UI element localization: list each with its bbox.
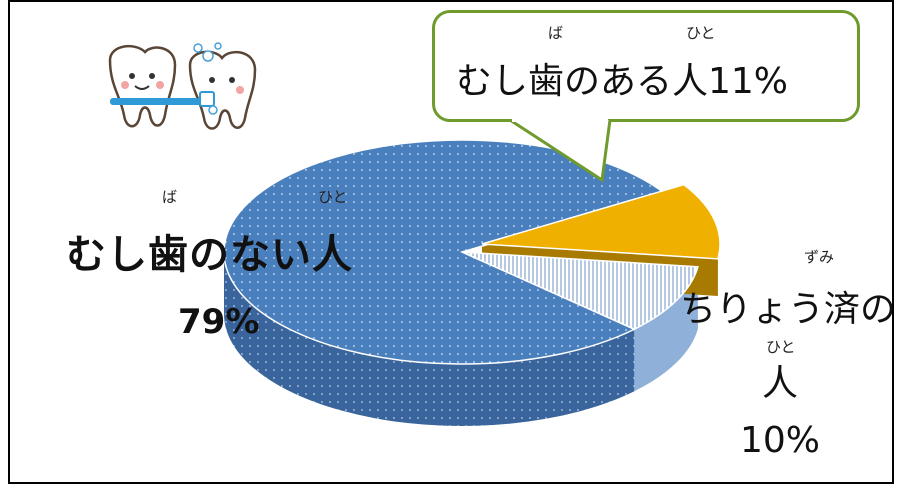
treated-label-2: 人 [762, 363, 799, 404]
treated-percent: 10% [740, 420, 821, 461]
pie-slice-2 [461, 251, 699, 331]
pie-slice-0 [223, 139, 666, 365]
pie-side-0 [224, 252, 635, 426]
no-cavity-ruby-hito: ひと [318, 188, 348, 206]
cavity-callout [432, 10, 860, 122]
no-cavity-percent: 79% [178, 302, 260, 342]
treated-label: ちりょう済の [680, 289, 897, 330]
cavity-label: むし歯のある人11% [456, 61, 789, 102]
cavity-ruby-ba: ば [548, 24, 564, 42]
pie-side-2 [634, 266, 698, 392]
cavity-ruby-hito: ひと [686, 24, 716, 42]
treated-ruby-zumi: ずみ [804, 248, 835, 266]
treated-ruby-hito: ひと [766, 338, 796, 356]
teeth-brushing-icon [108, 42, 257, 130]
pie-slice-1 [481, 183, 721, 260]
no-cavity-ruby-ba: ば [162, 188, 178, 206]
callout-tail [509, 116, 612, 183]
no-cavity-label: むし歯のない人 [66, 232, 353, 278]
